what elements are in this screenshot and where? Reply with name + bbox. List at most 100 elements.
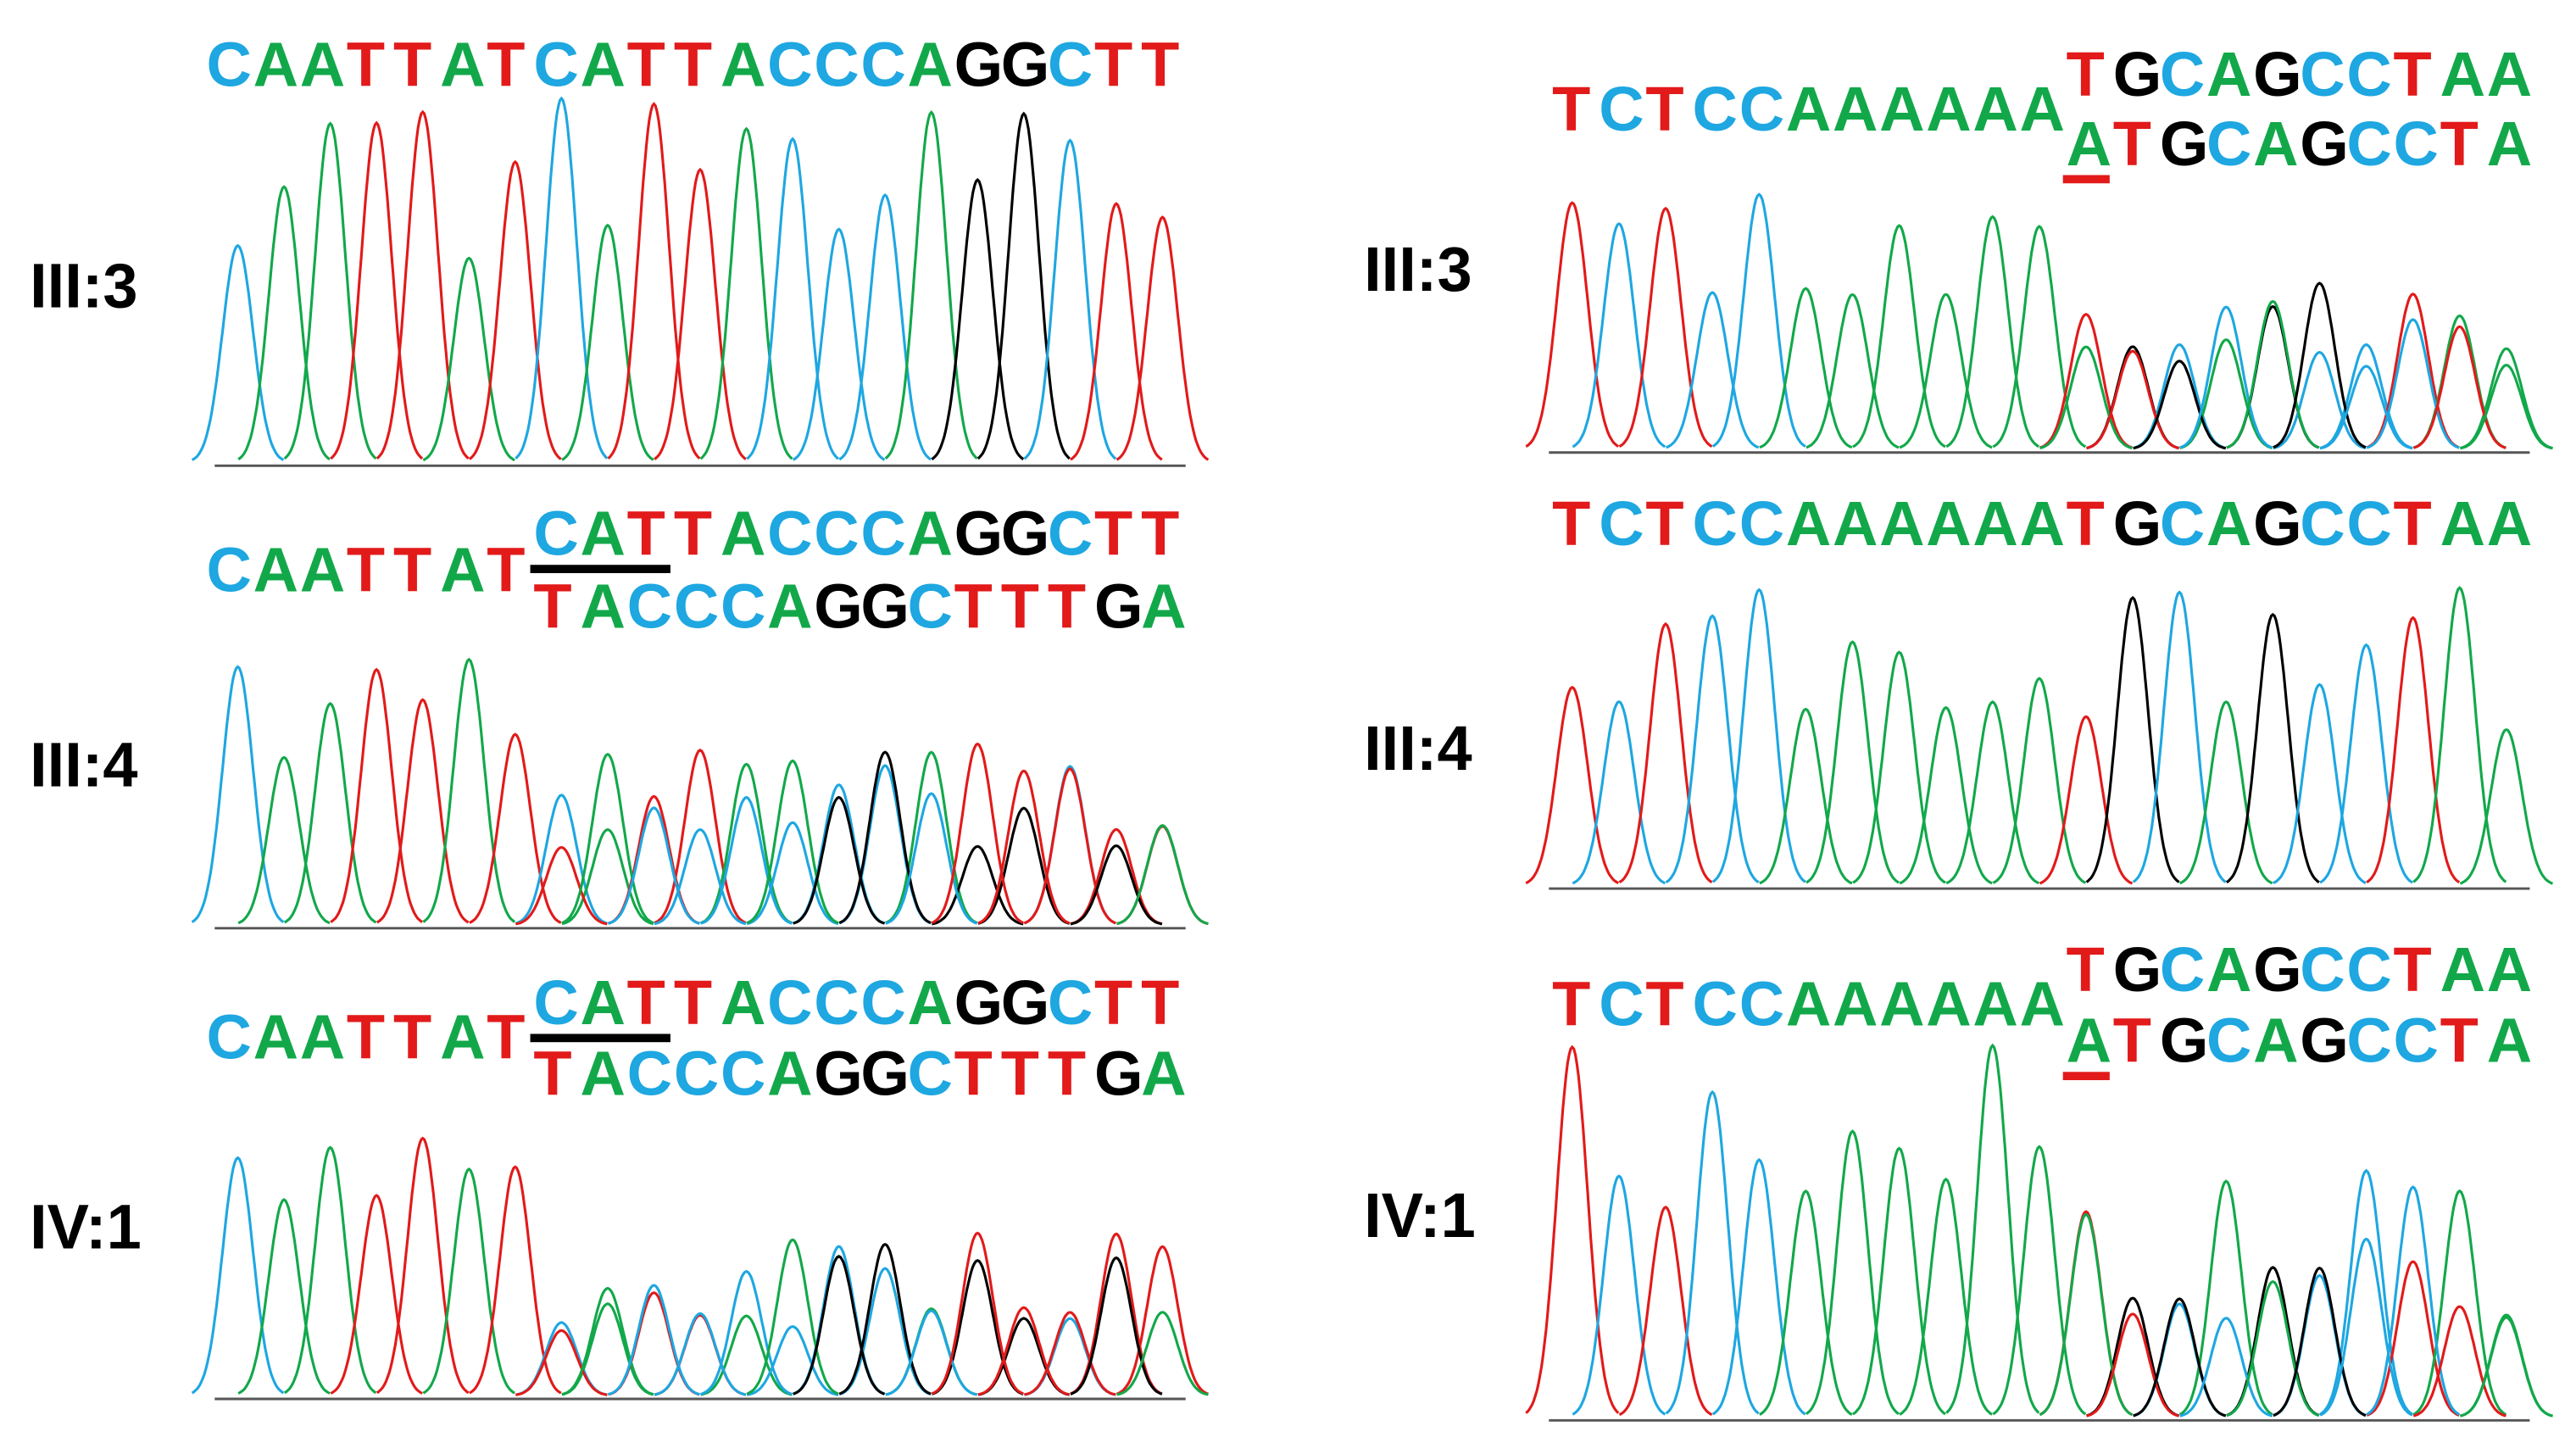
- base-letter: T: [533, 1039, 571, 1109]
- base-letter: T: [2394, 488, 2432, 559]
- trace-peak: [2085, 595, 2180, 883]
- trace-peak: [1666, 291, 1760, 449]
- trace-peak: [2366, 292, 2460, 449]
- base-letter: A: [1833, 969, 1878, 1039]
- base-letter: T: [2067, 934, 2105, 1005]
- base-letter: T: [1001, 571, 1039, 641]
- sequence-prefix: T CT CCAAAAAA: [1552, 74, 2065, 144]
- base-letter: A: [581, 499, 626, 569]
- trace-peak: [746, 1325, 839, 1396]
- trace-peak: [1805, 1129, 1900, 1415]
- base-letter: A: [1926, 969, 1971, 1039]
- trace-peak: [283, 701, 377, 924]
- trace-peak: [2178, 700, 2273, 885]
- base-letter: T: [2394, 934, 2432, 1005]
- trace-peak: [237, 185, 331, 461]
- base-letter: C: [1739, 969, 1784, 1039]
- sample-label: III:3: [30, 250, 138, 320]
- trace-peak: [2133, 1297, 2227, 1418]
- trace-peak: [561, 827, 654, 926]
- allele-sequence: T ACCCAGGCT T T GA: [533, 571, 1186, 641]
- base-letter: G: [2253, 488, 2302, 559]
- trace-peak: [2319, 343, 2413, 450]
- base-letter: A: [2440, 934, 2485, 1005]
- base-letter: A: [721, 967, 765, 1038]
- trace-peak: [931, 177, 1025, 460]
- trace-peak: [931, 742, 1024, 924]
- trace-peak: [191, 243, 285, 461]
- base-letter: A: [2487, 934, 2532, 1005]
- trace-peak: [1852, 224, 1946, 448]
- variant-underline: [530, 565, 670, 573]
- trace-peak: [468, 159, 562, 460]
- base-letter: A: [300, 534, 345, 604]
- trace-peak: [1023, 138, 1117, 460]
- base-letter: A: [300, 29, 345, 99]
- base-letter: A: [581, 967, 626, 1038]
- base-letter: A: [1833, 74, 1878, 144]
- base-letter: T: [347, 534, 385, 604]
- sample-label: III:4: [30, 729, 138, 800]
- trace-peak: [1711, 588, 1806, 883]
- allele-sequence: AT GCAGCCT A: [2067, 1006, 2533, 1076]
- trace-peak: [2319, 365, 2413, 450]
- base-letter: A: [253, 29, 298, 99]
- trace-peak: [2273, 281, 2367, 449]
- base-letter: G: [2113, 488, 2162, 559]
- base-letter: A: [1786, 488, 1831, 559]
- base-letter: A: [767, 571, 812, 641]
- base-letter: C: [767, 499, 812, 569]
- base-letter: T: [1141, 967, 1179, 1038]
- base-letter: T: [2440, 109, 2479, 179]
- base-letter: C: [907, 1039, 952, 1109]
- base-letter: G: [860, 1039, 910, 1109]
- trace-peak: [1665, 614, 1760, 883]
- trace-peak: [1711, 192, 1806, 448]
- base-letter: A: [1879, 969, 1924, 1039]
- base-letter: A: [1926, 74, 1971, 144]
- base-letter: C: [1048, 29, 1093, 99]
- base-letter: C: [1599, 74, 1644, 144]
- base-letter: T: [487, 534, 525, 604]
- sequence: CAAT T AT CAT T ACCCAGGCT T: [207, 29, 1180, 99]
- trace-peak: [2225, 612, 2320, 883]
- trace-peak: [1899, 292, 1993, 449]
- trace-peak: [2273, 682, 2367, 884]
- base-letter: G: [814, 571, 863, 641]
- trace-peak: [699, 762, 793, 925]
- trace-peak: [1805, 292, 1900, 449]
- base-letter: C: [814, 967, 859, 1038]
- base-letter: C: [860, 967, 905, 1038]
- chromatogram: [1525, 586, 2554, 890]
- base-letter: A: [907, 29, 952, 99]
- trace-peak: [283, 1145, 377, 1395]
- trace-peak: [1852, 1146, 1946, 1416]
- trace-peak: [699, 126, 793, 460]
- base-letter: T: [1552, 74, 1590, 144]
- base-letter: C: [674, 1039, 719, 1109]
- trace-peak: [1618, 1205, 1713, 1417]
- base-letter: A: [1141, 571, 1186, 641]
- base-letter: A: [1786, 74, 1831, 144]
- base-letter: C: [814, 29, 859, 99]
- base-letter: C: [533, 29, 578, 99]
- trace-peak: [2460, 1313, 2553, 1418]
- trace-peak: [1116, 215, 1210, 461]
- base-letter: C: [2346, 1006, 2391, 1076]
- base-letter: C: [907, 571, 952, 641]
- base-letter: T: [1094, 967, 1132, 1038]
- base-letter: G: [954, 499, 1004, 569]
- base-letter: C: [627, 571, 672, 641]
- base-letter: T: [1552, 969, 1590, 1039]
- trace-peak: [2226, 1266, 2320, 1417]
- base-letter: C: [1693, 74, 1738, 144]
- base-letter: A: [767, 1039, 812, 1109]
- base-letter: C: [2346, 109, 2391, 179]
- base-letter: A: [2206, 39, 2251, 109]
- base-letter: C: [767, 29, 812, 99]
- trace-peak: [1024, 1317, 1116, 1396]
- base-letter: C: [1048, 499, 1093, 569]
- trace-peak: [283, 121, 377, 460]
- base-letter: A: [1879, 74, 1924, 144]
- trace-peak: [977, 806, 1071, 925]
